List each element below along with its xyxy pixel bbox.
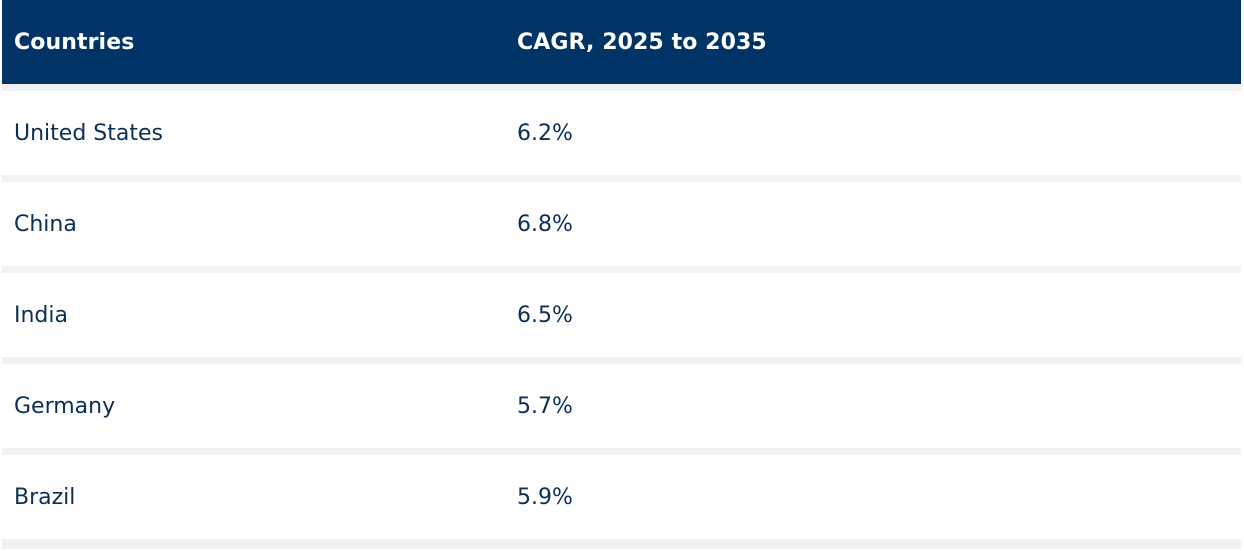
row-country: India: [14, 303, 68, 328]
row-cagr: 6.8%: [517, 212, 573, 237]
table-row: India 6.5%: [2, 273, 1241, 357]
row-cagr: 6.2%: [517, 121, 573, 146]
header-countries: Countries: [14, 30, 135, 55]
row-cagr: 5.7%: [517, 394, 573, 419]
row-country: Germany: [14, 394, 116, 419]
row-country: United States: [14, 121, 163, 146]
row-cagr: 5.9%: [517, 485, 573, 510]
table-header: Countries CAGR, 2025 to 2035: [2, 0, 1241, 84]
table-row: Germany 5.7%: [2, 364, 1241, 448]
row-cagr: 6.5%: [517, 303, 573, 328]
header-cagr: CAGR, 2025 to 2035: [517, 30, 767, 55]
table-row: Brazil 5.9%: [2, 455, 1241, 539]
table-row: China 6.8%: [2, 182, 1241, 266]
row-country: China: [14, 212, 77, 237]
row-country: Brazil: [14, 485, 76, 510]
table-row: United States 6.2%: [2, 91, 1241, 175]
